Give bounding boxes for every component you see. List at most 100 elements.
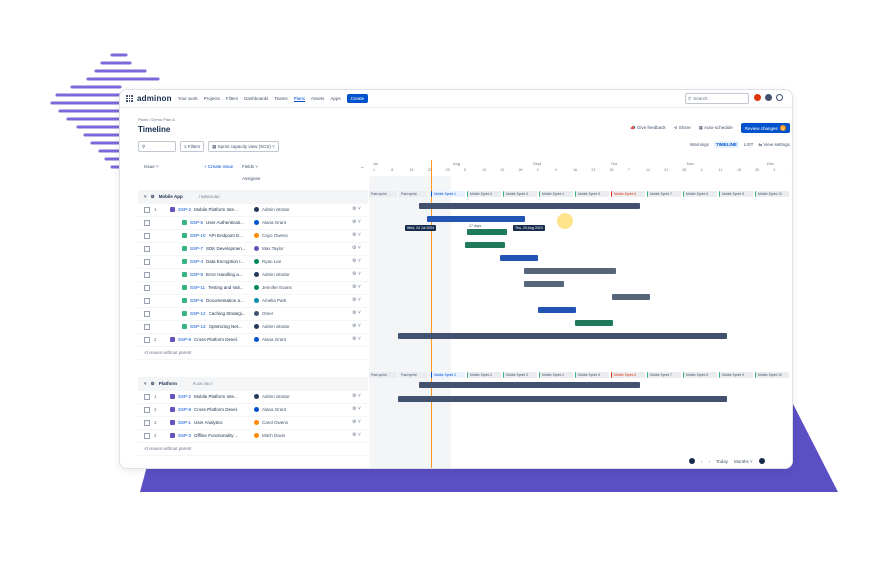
table-row[interactable]: SSP-5 User Authenticati... Alana Grant ⚙ ˅ [138,216,368,230]
row-checkbox[interactable] [144,258,150,265]
plan-search-input[interactable]: ⚲ [138,141,176,152]
nav-assets[interactable]: Assets [310,96,325,101]
issue-summary[interactable]: Mobile Platform Inte... [194,394,238,399]
issue-key[interactable]: SSP-2 [178,207,192,212]
timeline-bar[interactable] [500,255,538,261]
issue-key[interactable]: SSP-6 [190,298,204,303]
search-input[interactable]: ⚲ Search [685,93,749,104]
row-checkbox[interactable] [144,310,150,317]
sprint-chip[interactable]: Mobile Sprint 6 [611,191,645,197]
row-checkbox[interactable] [144,284,150,291]
issue-summary[interactable]: Mobile Platform Inte... [194,207,238,212]
row-checkbox[interactable] [144,419,150,426]
issue-key[interactable]: SSP-11 [190,285,206,290]
sprint-chip[interactable]: Mobile Sprint 3 [503,372,537,378]
assignee-cell[interactable]: Alana Grant [254,337,286,342]
row-checkbox[interactable] [144,336,150,343]
assignee-cell[interactable]: Omer [254,311,273,316]
issue-summary[interactable]: Cross-Platform Devel... [194,407,239,412]
expand-chevron-icon[interactable]: ˅ [144,381,147,386]
timeline-bar[interactable] [465,242,505,248]
row-settings-icon[interactable]: ⚙ ˅ [352,406,361,412]
issue-summary[interactable]: Data Encryption I... [206,259,245,264]
issue-summary[interactable]: Optimizing Net... [208,324,242,329]
issue-key[interactable]: SSP-4 [190,259,204,264]
sprint-chip[interactable]: Past sprint [399,372,427,378]
help-icon[interactable] [765,94,772,101]
table-row[interactable]: 2 SSP-8 Cross-Platform Devel... Alana Grant… [138,333,368,347]
assignee-cell[interactable]: Alana Grant [254,407,286,412]
group-row[interactable]: ˅ ⚙ Platform PLAN ONLY [138,377,368,391]
settings-gear-icon[interactable] [776,94,783,101]
no-parent-footer[interactable]: › 0 issues without parent [138,346,368,360]
assignee-cell[interactable]: Mitch Davis [254,433,285,438]
prev-arrow-icon[interactable]: ‹ [701,458,703,464]
nav-dashboards[interactable]: Dashboards [244,96,269,101]
sprint-chip[interactable]: Mobile Sprint 1 [431,372,465,378]
table-row[interactable]: SSP-11 Testing and Vali... Jennifer Evans ⚙… [138,281,368,295]
issue-summary[interactable]: Error Handling a... [206,272,243,277]
collapse-panel-icon[interactable]: ↔ [360,163,365,169]
issue-summary[interactable]: User Authenticati... [206,220,244,225]
assignee-cell[interactable]: Admin istrator [254,324,290,329]
row-checkbox[interactable] [144,406,150,413]
assignee-cell[interactable]: Max Taylor [254,246,284,251]
row-settings-icon[interactable]: ⚙ ˅ [352,393,361,399]
sprint-chip[interactable]: Mobile Sprint 6 [611,372,645,378]
timeline-bar[interactable] [524,268,616,274]
issue-summary[interactable]: User Analytics [194,420,223,425]
create-button[interactable]: Create [346,94,369,103]
issue-key[interactable]: SSP-12 [190,311,206,316]
capacity-view-dropdown[interactable]: ▦ Sprint capacity view (SCS) ˅ [208,141,279,152]
give-feedback-button[interactable]: 📣 Give feedback [630,125,666,130]
sprint-chip[interactable]: Mobile Sprint 9 [719,191,753,197]
sprint-chip[interactable]: Mobile Sprint 7 [647,372,681,378]
assignee-cell[interactable]: Cayo Owens [254,233,288,238]
row-checkbox[interactable] [144,271,150,278]
table-row[interactable]: SSP-9 Error Handling a... Admin istrator ⚙ … [138,268,368,282]
table-row[interactable]: 1 SSP-2 Mobile Platform Inte... Admin istra… [138,203,368,217]
info-icon[interactable] [689,458,695,464]
warnings-button[interactable]: Warnings [690,142,709,147]
table-row[interactable]: 2 SSP-8 Cross-Platform Devel... Alana Grant… [138,403,368,417]
issue-summary[interactable]: Caching Strategi... [208,311,246,316]
sprint-chip[interactable]: Mobile Sprint 3 [503,191,537,197]
table-row[interactable]: SSP-4 Data Encryption I... Ryan Lee ⚙ ˅ [138,255,368,269]
assignee-cell[interactable]: Admin istrator [254,394,290,399]
issue-summary[interactable]: Offline Functionality ... [194,433,239,438]
sprint-chip[interactable]: Mobile Sprint 2 [467,372,501,378]
scale-dropdown[interactable]: Months ˅ [734,458,753,464]
filters-button[interactable]: ≡ Filters [180,141,205,152]
sprint-chip[interactable]: Past sprint [369,191,397,197]
row-settings-icon[interactable]: ⚙ ˅ [352,284,361,290]
table-row[interactable]: SSP-7 SDK Developmen... Max Taylor ⚙ ˅ [138,242,368,256]
row-settings-icon[interactable]: ⚙ ˅ [352,297,361,303]
assignee-cell[interactable]: Alana Grant [254,220,286,225]
table-row[interactable]: SSP-12 Caching Strategi... Omer ⚙ ˅ [138,307,368,321]
timeline-bar[interactable] [575,320,613,326]
issue-key[interactable]: SSP-2 [178,394,192,399]
timeline-bar[interactable] [467,229,507,235]
nav-apps[interactable]: Apps [330,96,341,101]
issue-key[interactable]: SSP-3 [178,433,192,438]
issue-key[interactable]: SSP-5 [190,220,204,225]
row-settings-icon[interactable]: ⚙ ˅ [352,219,361,225]
row-checkbox[interactable] [144,297,150,304]
issue-summary[interactable]: API Endpoint D... [208,233,244,238]
row-checkbox[interactable] [144,432,150,439]
table-row[interactable]: 3 SSP-1 User Analytics Carol Owens ⚙ ˅ [138,416,368,430]
row-settings-icon[interactable]: ⚙ ˅ [352,336,361,342]
sprint-chip[interactable]: Mobile Sprint 5 [575,191,609,197]
assignee-cell[interactable]: Admin istrator [254,272,290,277]
row-settings-icon[interactable]: ⚙ ˅ [352,432,361,438]
row-checkbox[interactable] [144,206,150,213]
issue-key[interactable]: SSP-8 [178,337,192,342]
breadcrumb[interactable]: Plans / Demo Plan A [138,117,175,122]
table-row[interactable]: SSP-13 Optimizing Net... Admin istrator ⚙ ˅ [138,320,368,334]
sprint-chip[interactable]: Mobile Sprint 9 [719,372,753,378]
row-checkbox[interactable] [144,323,150,330]
row-settings-icon[interactable]: ⚙ ˅ [352,232,361,238]
sprint-chip[interactable]: Mobile Sprint 8 [683,372,717,378]
next-arrow-icon[interactable]: › [708,458,711,464]
share-button[interactable]: ⊲ Share [673,125,691,130]
